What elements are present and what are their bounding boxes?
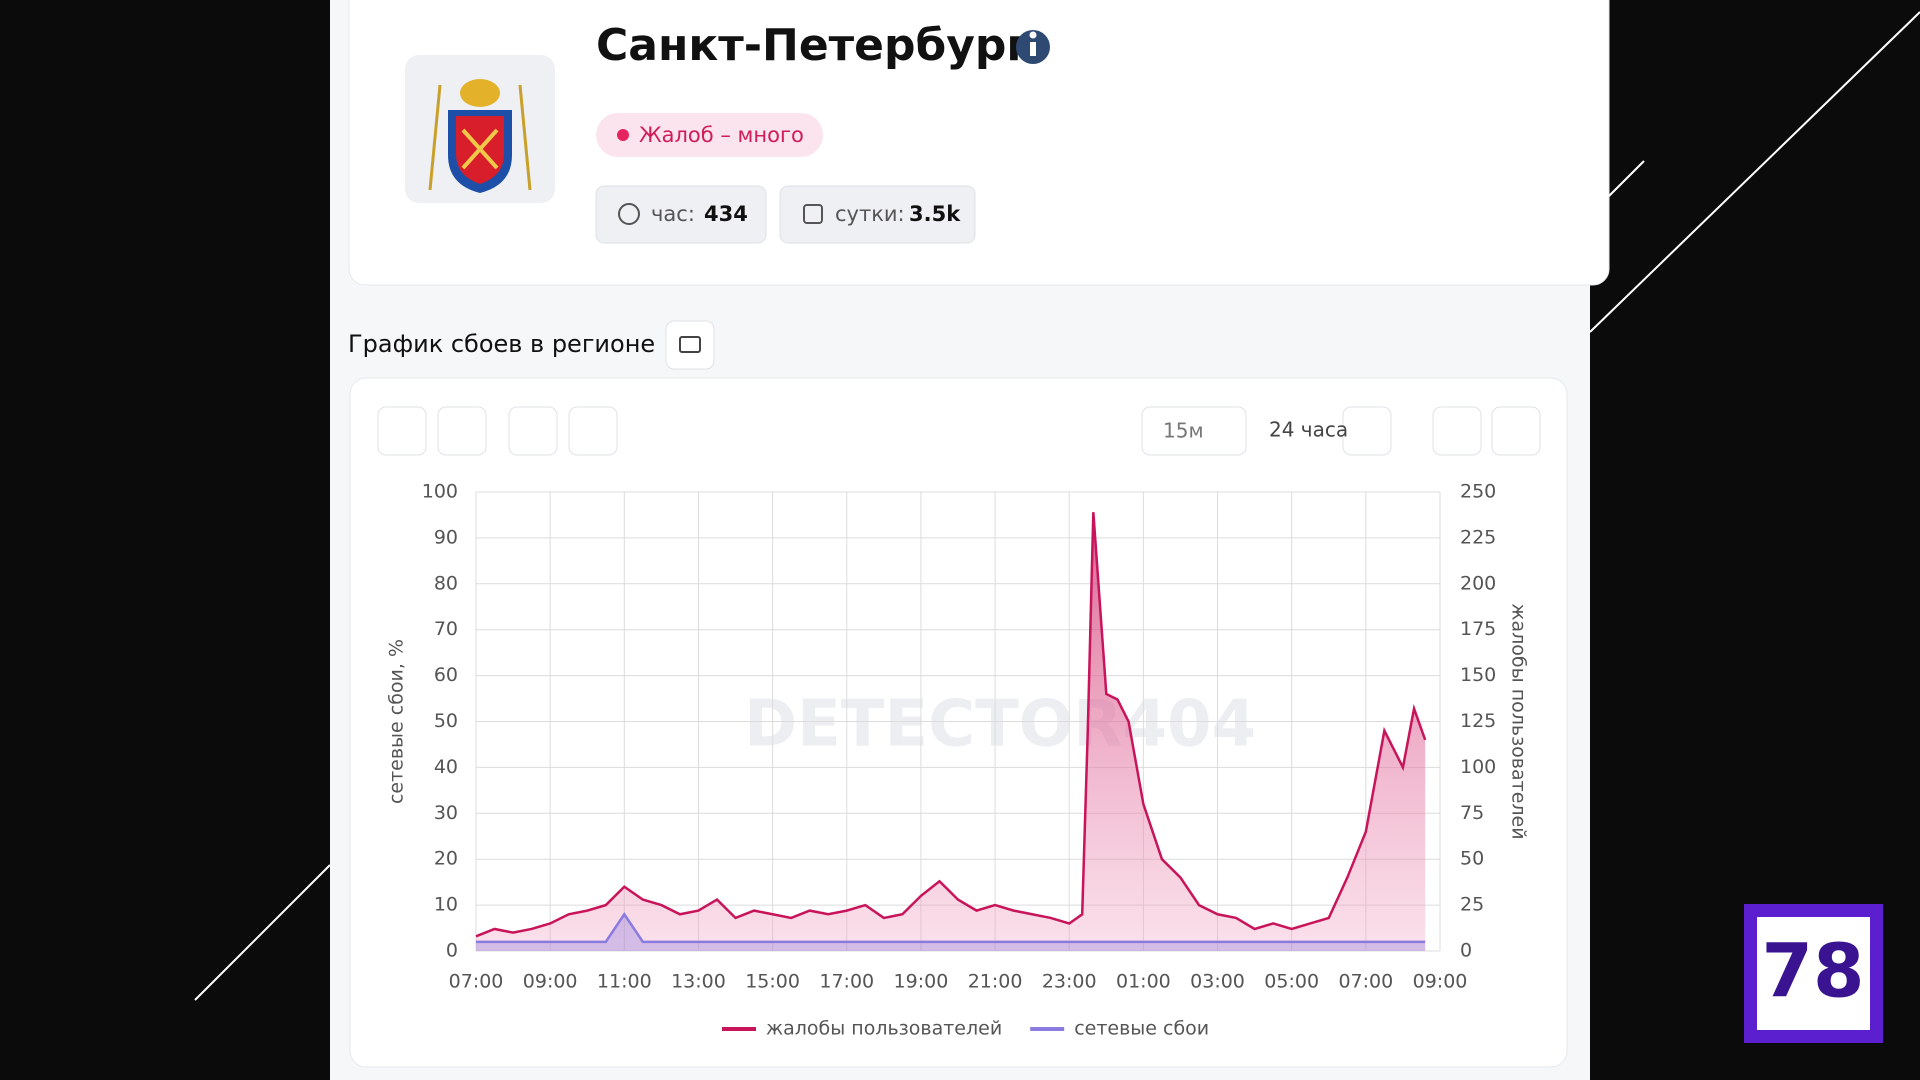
interval-select[interactable] bbox=[1141, 406, 1247, 456]
watermark: DETECTOR404 bbox=[744, 688, 1256, 762]
legend-label: сетевые сбои bbox=[1074, 1018, 1209, 1040]
y-tick-label: 100 bbox=[422, 481, 458, 503]
y-tick-label: 50 bbox=[434, 710, 458, 732]
x-tick-label: 23:00 bbox=[1042, 971, 1097, 993]
y-axis-label: сетевые сбои, % bbox=[386, 639, 408, 804]
day-value: 3.5k bbox=[909, 202, 961, 226]
info-glyph bbox=[1030, 42, 1036, 56]
y2-tick-label: 25 bbox=[1460, 894, 1484, 916]
region-title: Санкт-Петербург bbox=[596, 20, 1029, 71]
range-text: 24 часа bbox=[1269, 418, 1348, 442]
deco-line bbox=[194, 864, 331, 1001]
x-tick-label: 07:00 bbox=[1338, 971, 1393, 993]
user-button[interactable] bbox=[568, 406, 618, 456]
x-tick-label: 19:00 bbox=[894, 971, 949, 993]
status-dot bbox=[617, 129, 629, 141]
screenshot-button[interactable] bbox=[377, 406, 427, 456]
x-tick-label: 09:00 bbox=[523, 971, 578, 993]
y-tick-label: 70 bbox=[434, 618, 458, 640]
series-line bbox=[476, 912, 1426, 944]
x-tick-label: 11:00 bbox=[597, 971, 652, 993]
plot: 0 10 20 30 40 50 60 70 80 90 100 0 25 50 75 100 125 150 17… bbox=[386, 481, 1530, 1040]
y2-tick-label: 50 bbox=[1460, 848, 1484, 870]
x-tick-label: 15:00 bbox=[745, 971, 800, 993]
status-text: Жалоб – много bbox=[639, 123, 804, 147]
logo-inner bbox=[1757, 917, 1870, 1030]
y2-tick-label: 0 bbox=[1460, 940, 1472, 962]
logo-text: 78 bbox=[1762, 929, 1865, 1015]
next-button[interactable] bbox=[1491, 406, 1541, 456]
y2-tick-label: 125 bbox=[1460, 710, 1496, 732]
x-tick-label: 17:00 bbox=[819, 971, 874, 993]
calendar-button[interactable] bbox=[1432, 406, 1482, 456]
y2-tick-label: 250 bbox=[1460, 481, 1496, 503]
y2-tick-label: 150 bbox=[1460, 664, 1496, 686]
y-tick-label: 20 bbox=[434, 848, 458, 870]
y2-axis-label: жалобы пользователей bbox=[1508, 603, 1530, 839]
toolbar bbox=[377, 406, 1541, 456]
chart-card bbox=[349, 377, 1568, 1068]
x-tick-label: 09:00 bbox=[1413, 971, 1468, 993]
status-badge bbox=[596, 113, 823, 157]
day-chip bbox=[779, 185, 976, 244]
clock-icon bbox=[618, 203, 640, 225]
info-glyph bbox=[1029, 31, 1037, 39]
x-tick-label: 03:00 bbox=[1190, 971, 1245, 993]
area-button[interactable] bbox=[508, 406, 558, 456]
hour-chip bbox=[595, 185, 767, 244]
x-tick-label: 01:00 bbox=[1116, 971, 1171, 993]
data-button[interactable] bbox=[437, 406, 487, 456]
day-label: сутки: bbox=[835, 202, 905, 226]
section-title: График сбоев в регионе bbox=[348, 330, 655, 358]
x-tick-label: 13:00 bbox=[671, 971, 726, 993]
legend-label: жалобы пользователей bbox=[766, 1018, 1002, 1040]
y2-tick-label: 225 bbox=[1460, 526, 1496, 548]
y-tick-label: 80 bbox=[434, 572, 458, 594]
x-tick-label: 05:00 bbox=[1264, 971, 1319, 993]
y-tick-label: 90 bbox=[434, 526, 458, 548]
x-tick-label: 21:00 bbox=[968, 971, 1023, 993]
embed-icon bbox=[679, 336, 701, 353]
calendar-icon bbox=[803, 204, 823, 224]
deco-line bbox=[1589, 11, 1920, 333]
y2-tick-label: 200 bbox=[1460, 572, 1496, 594]
y-tick-label: 30 bbox=[434, 802, 458, 824]
hour-value: 434 bbox=[704, 202, 748, 226]
interval-text: 15м bbox=[1163, 419, 1204, 443]
x-tick-label: 07:00 bbox=[449, 971, 504, 993]
crest bbox=[428, 79, 532, 193]
hour-label: час: bbox=[651, 202, 695, 226]
series-line bbox=[475, 512, 1427, 938]
y-tick-label: 60 bbox=[434, 664, 458, 686]
prev-button[interactable] bbox=[1342, 406, 1392, 456]
y2-tick-label: 75 bbox=[1460, 802, 1484, 824]
y-tick-label: 0 bbox=[446, 940, 458, 962]
y-tick-label: 40 bbox=[434, 756, 458, 778]
embed-button[interactable] bbox=[665, 320, 715, 370]
y2-tick-label: 175 bbox=[1460, 618, 1496, 640]
y2-tick-label: 100 bbox=[1460, 756, 1496, 778]
y-tick-label: 10 bbox=[434, 894, 458, 916]
